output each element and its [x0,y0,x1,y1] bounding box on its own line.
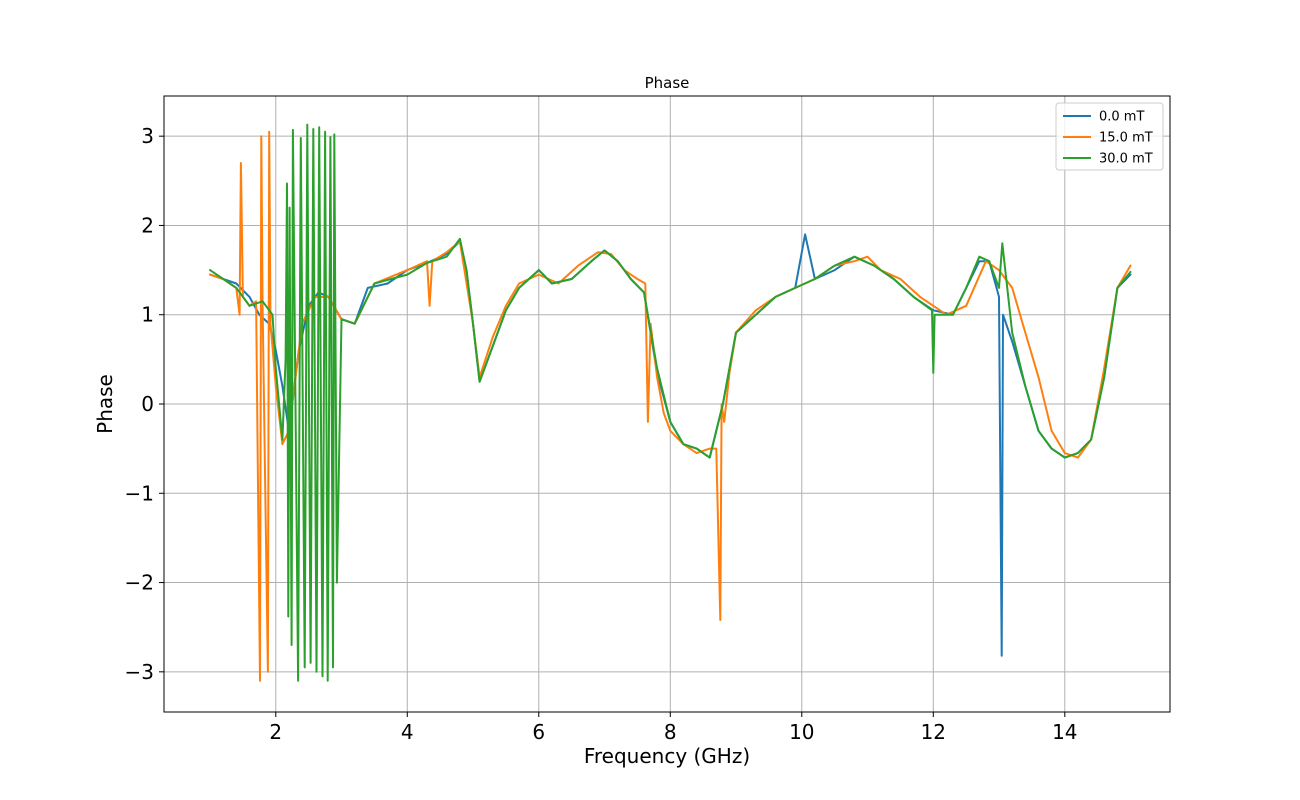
x-axis-label: Frequency (GHz) [584,744,750,768]
series-line-2 [209,123,1132,682]
legend-box [1055,102,1164,171]
x-tick-label: 10 [789,720,814,744]
series-line-1 [209,130,1132,682]
x-tick-label: 2 [269,720,282,744]
y-axis-label: Phase [93,374,117,434]
x-tick-label: 4 [401,720,414,744]
y-tick-label: 3 [141,124,154,148]
x-tick-label: 14 [1052,720,1077,744]
y-tick-label: −2 [125,571,154,595]
y-tick-label: −3 [125,660,154,684]
legend-label: 30.0 mT [1099,152,1153,167]
legend-label: 15.0 mT [1099,131,1153,146]
y-tick-label: 2 [141,213,154,237]
x-tick-label: 8 [664,720,677,744]
chart-title: Phase [645,74,690,92]
legend-label: 0.0 mT [1099,110,1144,125]
x-tick-label: 6 [532,720,545,744]
x-tick-label: 12 [921,720,946,744]
legend: 0.0 mT 15.0 mT 30.0 mT [1055,102,1164,171]
y-tick-label: 0 [141,392,154,416]
y-tick-label: −1 [125,481,154,505]
y-tick-label: 1 [141,303,154,327]
series-lines [209,123,1132,682]
